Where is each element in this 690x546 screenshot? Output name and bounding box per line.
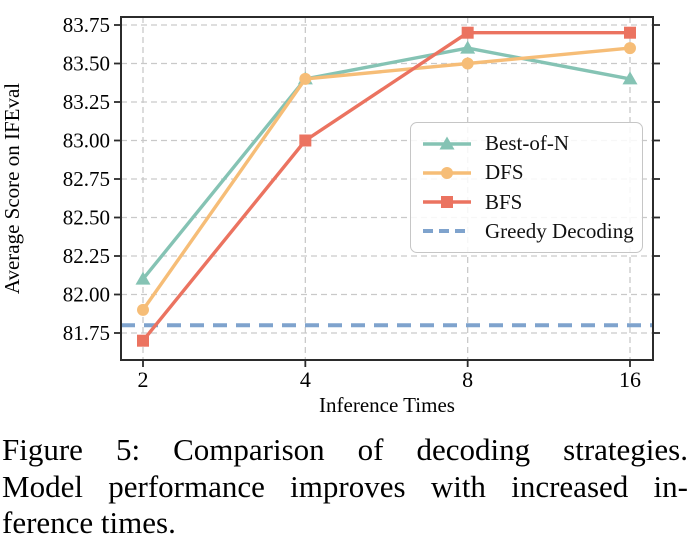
y-tick-label: 82.75 <box>63 167 110 191</box>
caption-line: Model performance improves with increase… <box>2 468 688 504</box>
y-axis-label: Average Score on IFEval <box>0 83 24 294</box>
circle-marker <box>461 57 474 70</box>
square-marker <box>299 134 312 147</box>
caption-line: Figure 5: Comparison of decoding strateg… <box>2 432 688 467</box>
line-chart-svg: 81.75 82.00 82.25 82.50 82.75 83.00 83.25 83.50… <box>0 13 660 417</box>
legend-label: Greedy Decoding <box>485 218 634 243</box>
chart-legend: Best-of-N DFS BFS Greedy Decoding <box>410 122 643 253</box>
series-bfs <box>137 26 636 347</box>
circle-legend-icon <box>423 166 471 179</box>
circle-marker <box>623 42 636 55</box>
legend-item-dfs: DFS <box>421 159 632 187</box>
figure-caption: Figure 5: Comparison of decoding strateg… <box>2 432 688 542</box>
series-line <box>141 31 630 342</box>
y-tick-label: 82.00 <box>63 283 110 307</box>
y-tick-label: 82.50 <box>63 206 110 230</box>
square-marker <box>461 26 474 39</box>
x-tick-label: 2 <box>138 367 149 392</box>
legend-item-best-of-n: Best-of-N <box>421 130 632 158</box>
square-marker <box>441 196 453 209</box>
triangle-marker <box>622 71 638 85</box>
triangle-marker <box>439 136 455 150</box>
triangle-marker <box>135 271 151 285</box>
y-tick-label: 83.75 <box>63 13 110 37</box>
circle-marker <box>441 166 453 179</box>
legend-label: Best-of-N <box>485 131 569 156</box>
dashed-line-legend-icon <box>423 229 471 234</box>
series-dfs <box>137 42 636 316</box>
plot-border <box>120 16 654 361</box>
y-tick-label: 81.75 <box>63 321 110 345</box>
legend-label: DFS <box>485 160 524 185</box>
y-tick-label: 83.00 <box>63 129 110 153</box>
x-tick-label: 4 <box>300 367 311 392</box>
series-best-of-n <box>135 40 638 285</box>
series-line <box>141 46 631 281</box>
square-marker <box>137 334 149 347</box>
circle-marker <box>299 72 312 85</box>
caption-line: ference times. <box>2 505 176 540</box>
circle-marker <box>137 303 149 316</box>
legend-label: BFS <box>485 189 523 214</box>
y-tick-label: 83.25 <box>63 90 110 114</box>
square-legend-icon <box>423 196 471 209</box>
square-marker <box>623 26 636 39</box>
chart: 81.75 82.00 82.25 82.50 82.75 83.00 83.25 83.50… <box>0 13 660 417</box>
triangle-legend-icon <box>423 136 471 150</box>
y-tick-label: 82.25 <box>63 244 110 268</box>
triangle-marker <box>460 40 476 54</box>
x-tick-label: 16 <box>619 367 641 392</box>
legend-item-greedy-decoding: Greedy Decoding <box>421 217 634 245</box>
series-line <box>141 46 631 311</box>
y-tick-label: 83.50 <box>63 52 110 76</box>
x-axis-label: Inference Times <box>319 393 455 417</box>
x-tick-label: 8 <box>462 367 473 392</box>
legend-item-bfs: BFS <box>421 188 632 216</box>
